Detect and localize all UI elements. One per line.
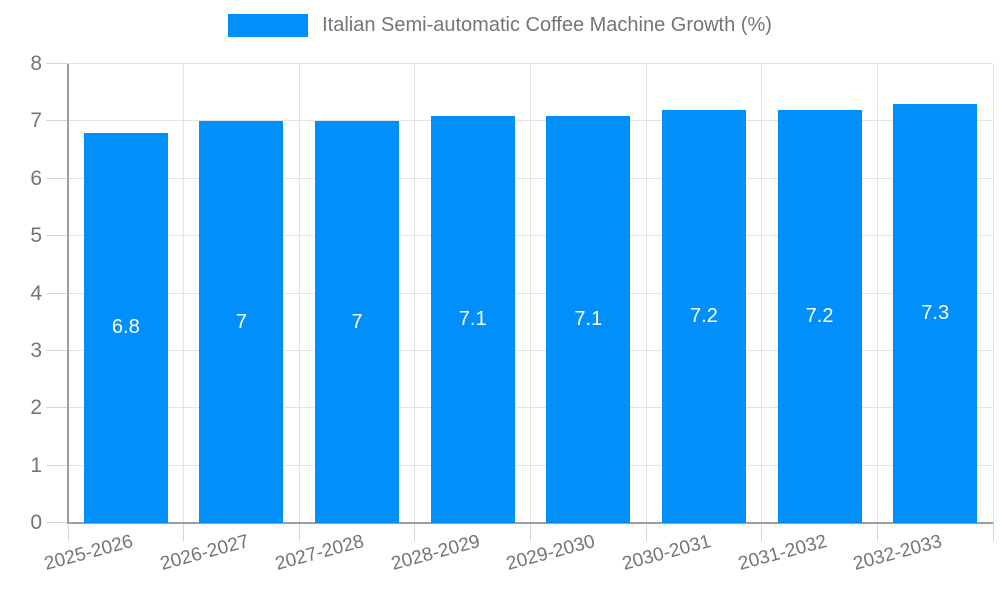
y-tick-mark: [46, 177, 68, 179]
y-axis-label: 8: [30, 52, 42, 75]
y-axis-label: 1: [30, 453, 42, 477]
y-tick-mark: [46, 235, 68, 237]
y-axis-label: 4: [30, 281, 42, 305]
gridline-vertical: [414, 64, 416, 523]
x-tick-mark: [67, 523, 69, 541]
y-axis-line: [67, 64, 69, 524]
bar-value-label: 7: [235, 310, 247, 333]
y-tick-mark: [46, 349, 68, 351]
bar-value-label: 7.1: [574, 307, 603, 330]
x-tick-mark: [530, 523, 531, 541]
bar-value-label: 7.2: [690, 304, 718, 327]
y-tick-mark: [46, 407, 68, 409]
y-axis-label: 5: [30, 224, 42, 248]
bar[interactable]: 7.2: [777, 109, 862, 523]
gridline-vertical: [530, 64, 531, 523]
y-axis-label: 2: [30, 396, 42, 420]
gridline-vertical: [992, 64, 994, 523]
x-axis-label: 2029-2030: [504, 531, 598, 575]
y-tick-mark: [46, 63, 68, 64]
bar[interactable]: 6.8: [83, 132, 168, 523]
legend-swatch: [228, 14, 309, 37]
y-axis-label: 3: [30, 338, 42, 362]
x-tick-mark: [876, 523, 878, 541]
gridline-vertical: [645, 64, 647, 523]
gridline-vertical: [761, 64, 763, 523]
bar[interactable]: 7: [315, 121, 400, 523]
bar-value-label: 6.8: [111, 316, 140, 339]
gridline-horizontal: [68, 63, 993, 64]
x-axis-label: 2028-2029: [388, 531, 483, 575]
bar-value-label: 7.2: [805, 304, 834, 327]
bar[interactable]: 7.1: [546, 115, 631, 523]
bar-value-label: 7: [351, 310, 363, 333]
x-axis-line: [68, 522, 993, 524]
x-axis-label: 2031-2032: [735, 531, 829, 575]
x-tick-mark: [992, 523, 994, 541]
y-axis-label: 0: [30, 511, 42, 534]
x-axis-label: 2026-2027: [157, 531, 251, 575]
x-tick-mark: [761, 523, 763, 541]
legend-label: Italian Semi-automatic Coffee Machine Gr…: [322, 14, 772, 36]
bar[interactable]: 7.2: [661, 109, 746, 523]
x-axis-label: 2027-2028: [273, 531, 367, 575]
gridline-vertical: [183, 64, 185, 523]
bar-value-label: 7.1: [458, 307, 487, 330]
x-axis-label: 2025-2026: [42, 531, 136, 575]
bar-value-label: 7.3: [921, 302, 950, 325]
x-tick-mark: [414, 523, 416, 541]
y-tick-mark: [46, 120, 68, 122]
chart-legend[interactable]: Italian Semi-automatic Coffee Machine Gr…: [0, 14, 1000, 37]
x-axis-label: 2032-2033: [851, 531, 945, 575]
y-tick-mark: [46, 464, 68, 466]
x-axis-label: 2030-2031: [620, 531, 714, 575]
x-tick-mark: [183, 523, 185, 541]
y-axis-label: 7: [30, 109, 42, 133]
y-axis-label: 6: [30, 166, 42, 190]
y-tick-mark: [46, 522, 68, 523]
x-tick-mark: [645, 523, 647, 541]
y-tick-mark: [46, 292, 68, 294]
x-tick-mark: [298, 523, 300, 541]
bar[interactable]: 7.1: [430, 115, 515, 523]
bar[interactable]: 7.3: [893, 104, 978, 523]
bar[interactable]: 7: [199, 121, 284, 523]
gridline-vertical: [876, 64, 878, 523]
gridline-vertical: [298, 64, 300, 523]
